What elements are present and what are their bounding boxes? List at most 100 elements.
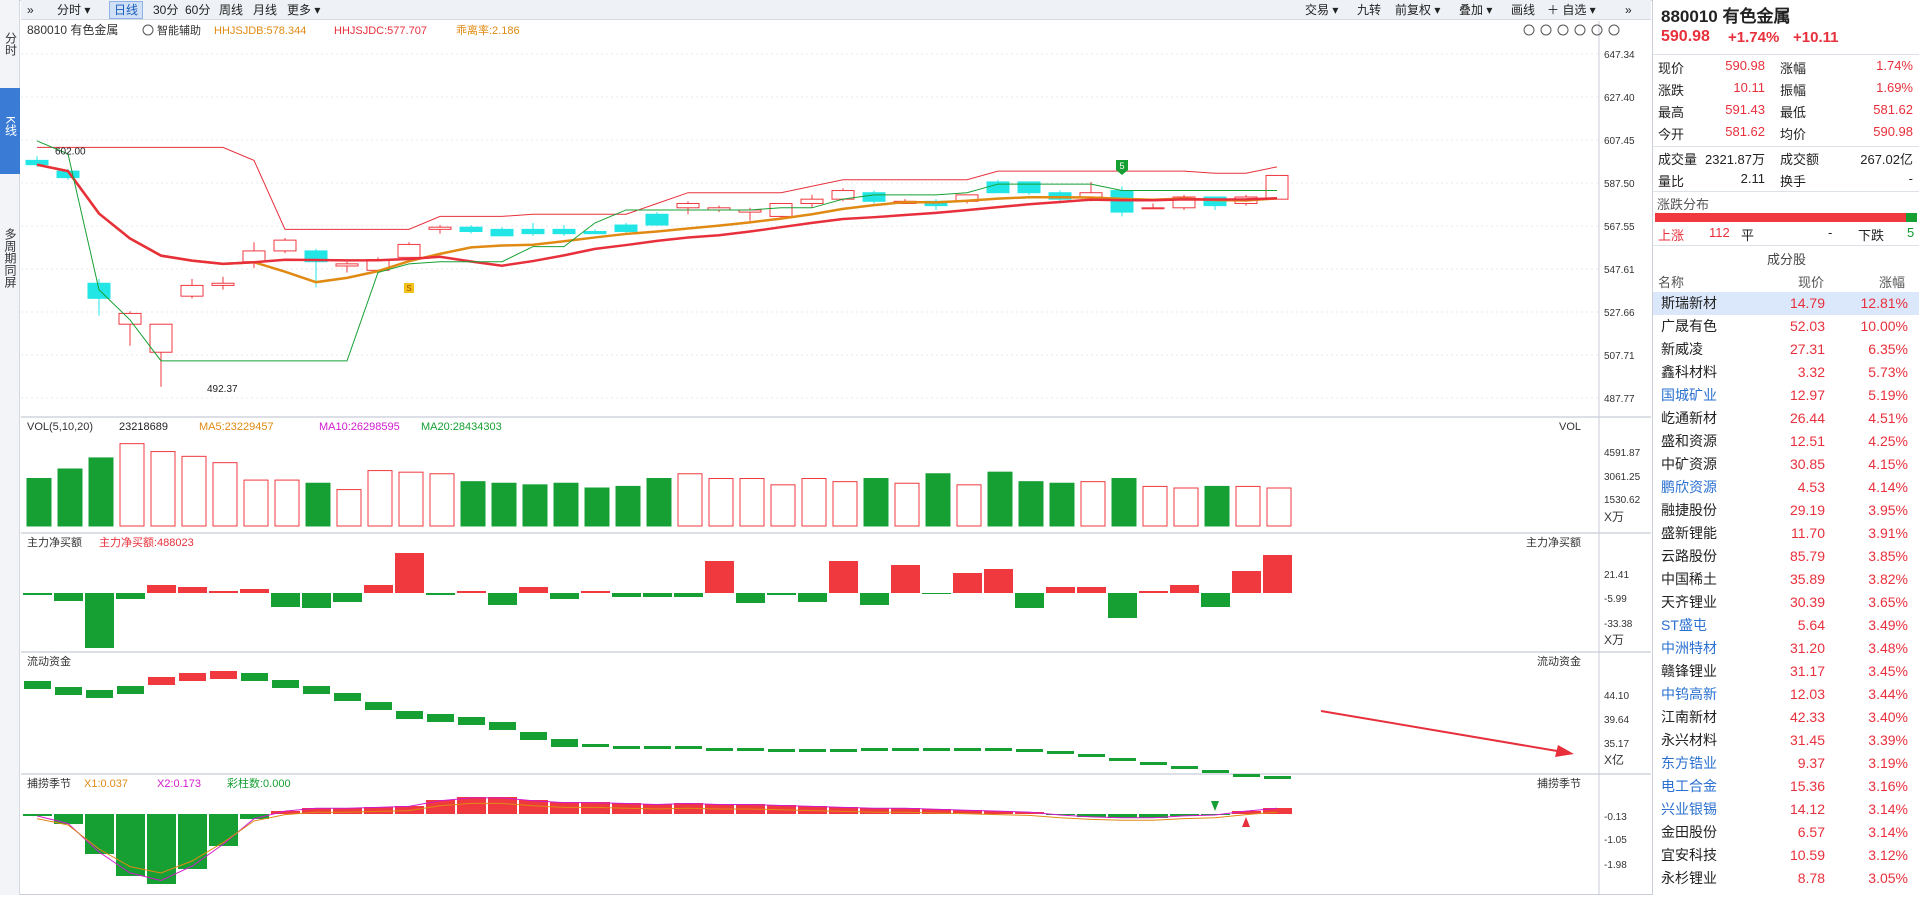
panel-change: +10.11 (1793, 29, 1839, 46)
expand-button[interactable]: » (27, 3, 34, 17)
daily-button[interactable]: 日线 (109, 1, 144, 19)
net-buy-bar (85, 593, 114, 648)
tab-timeshare[interactable]: 分时 (0, 28, 20, 76)
season-x2: X2:0.173 (157, 778, 201, 790)
constituent-row[interactable]: 新威凌 27.31 6.35% (1653, 338, 1919, 361)
constituent-row[interactable]: 云路股份 85.79 3.85% (1653, 545, 1919, 568)
constituent-row[interactable]: 融捷股份 29.19 3.95% (1653, 499, 1919, 522)
constituent-row[interactable]: 东方锆业 9.37 3.19% (1653, 752, 1919, 775)
constituent-row[interactable]: 国城矿业 12.97 5.19% (1653, 384, 1919, 407)
constituent-row[interactable]: 盛和资源 12.51 4.25% (1653, 430, 1919, 453)
weekly-button[interactable]: 周线 (219, 3, 244, 17)
season-bar (1015, 812, 1044, 814)
candle-body (521, 228, 545, 235)
candle-body (180, 284, 204, 297)
candle-body (1265, 174, 1289, 200)
30min-button[interactable]: 30分 (153, 3, 179, 17)
low-price-label: 492.37 (207, 384, 238, 395)
indicator-bias: 乖离率:2.186 (456, 23, 520, 37)
constituent-row[interactable]: 中国稀土 35.89 3.82% (1653, 568, 1919, 591)
constituent-row[interactable]: 电工合金 15.36 3.16% (1653, 775, 1919, 798)
volume-bar (801, 478, 827, 527)
candle-body (397, 243, 421, 258)
stock-pct: 5.73% (1868, 364, 1908, 380)
volume-value: 2321.87万 (1705, 152, 1765, 167)
kline-chart: 647.34 627.40 607.45 587.50 567.55 547.61 527.… (21, 21, 1651, 895)
nine-turn-button[interactable]: 九转 (1357, 3, 1382, 17)
flow-title: 流动资金 (27, 654, 71, 668)
constituent-row[interactable]: ST盛屯 5.64 3.49% (1653, 614, 1919, 637)
60min-button[interactable]: 60分 (185, 3, 211, 17)
constituent-row[interactable]: 宜安科技 10.59 3.12% (1653, 844, 1919, 867)
stock-pct: 4.14% (1868, 479, 1908, 495)
period-menu-button[interactable]: 分时 ▾ (57, 3, 91, 17)
constituent-row[interactable]: 鑫科材料 3.32 5.73% (1653, 361, 1919, 384)
watchlist-button[interactable]: ＋ 自选 ▾ (1547, 3, 1596, 17)
vol-axis-label: 3061.25 (1604, 472, 1641, 483)
volume-bar (274, 479, 300, 527)
draw-line-button[interactable]: 画线 (1511, 3, 1536, 17)
overlay-button[interactable]: 叠加 ▾ (1459, 3, 1493, 17)
adjust-button[interactable]: 前复权 ▾ (1395, 3, 1441, 17)
constituent-row[interactable]: 金田股份 6.57 3.14% (1653, 821, 1919, 844)
volume-bar (181, 455, 207, 527)
ratio-value: 2.11 (1740, 171, 1765, 186)
stock-price: 26.44 (1789, 410, 1825, 426)
constituent-row[interactable]: 屹通新材 26.44 4.51% (1653, 407, 1919, 430)
stock-name: 宜安科技 (1661, 847, 1717, 863)
rise-fall-bar (1655, 213, 1917, 222)
quote-label: 振幅 (1780, 83, 1807, 98)
constituent-row[interactable]: 盛新锂能 11.70 3.91% (1653, 522, 1919, 545)
stock-name: 融捷股份 (1661, 502, 1717, 518)
season-bar (333, 808, 362, 814)
constituent-row[interactable]: 中钨高新 12.03 3.44% (1653, 683, 1919, 706)
stock-name: 盛和资源 (1661, 433, 1717, 449)
flow-bar (396, 711, 423, 719)
constituent-row[interactable]: 赣锋锂业 31.17 3.45% (1653, 660, 1919, 683)
net-buy-bar (674, 593, 703, 597)
constituent-row[interactable]: 中矿资源 30.85 4.15% (1653, 453, 1919, 476)
net-buy-bar (1108, 593, 1137, 618)
tab-multi-period[interactable]: 多周期同屏 (0, 224, 20, 324)
constituent-row[interactable]: 永兴材料 31.45 3.39% (1653, 729, 1919, 752)
stock-name: 屹通新材 (1661, 410, 1717, 426)
constituent-row[interactable]: 斯瑞新材 14.79 12.81% (1653, 292, 1919, 315)
volume-bar (305, 482, 331, 527)
chart-area: 647.34 627.40 607.45 587.50 567.55 547.61 527.… (21, 21, 1651, 895)
season-bar (85, 814, 114, 854)
net-buy-bar (1077, 587, 1106, 593)
constituent-row[interactable]: 天齐锂业 30.39 3.65% (1653, 591, 1919, 614)
stock-price: 11.70 (1791, 525, 1825, 541)
stock-price: 35.89 (1789, 571, 1825, 587)
column-pct: 涨幅 (1878, 275, 1905, 290)
constituent-row[interactable]: 江南新材 42.33 3.40% (1653, 706, 1919, 729)
flow-bar (1047, 751, 1074, 754)
quote-label: 涨跌 (1658, 83, 1685, 98)
net-buy-bar (23, 593, 52, 595)
collapse-button[interactable]: » (1625, 3, 1632, 17)
net-buy-bar (860, 593, 889, 605)
net-buy-bar (240, 589, 269, 593)
flow-bar (365, 702, 392, 710)
constituent-row[interactable]: 中洲特材 31.20 3.48% (1653, 637, 1919, 660)
constituent-row[interactable]: 兴业银锡 14.12 3.14% (1653, 798, 1919, 821)
stock-price: 8.78 (1797, 870, 1825, 886)
season-bar (891, 808, 920, 814)
constituent-row[interactable]: 永杉锂业 8.78 3.05% (1653, 867, 1919, 890)
indicator-hhjsjdc: HHJSJDC:577.707 (334, 25, 427, 37)
constituent-row[interactable]: 鹏欣资源 4.53 4.14% (1653, 476, 1919, 499)
vol-right-title: VOL (1559, 421, 1581, 433)
net-buy-bar (612, 593, 641, 597)
vol-value: 23218689 (119, 421, 168, 433)
trade-button[interactable]: 交易 ▾ (1305, 3, 1339, 17)
volume-bar (1235, 485, 1261, 527)
monthly-button[interactable]: 月线 (253, 3, 278, 17)
constituent-row[interactable]: 广晟有色 52.03 10.00% (1653, 315, 1919, 338)
more-button[interactable]: 更多 ▾ (287, 3, 321, 17)
tab-kline[interactable]: K线 (0, 88, 20, 174)
stock-pct: 3.12% (1868, 847, 1908, 863)
flow-bar (148, 677, 175, 685)
flow-bar (613, 746, 640, 749)
flow-axis-label: 39.64 (1604, 715, 1629, 726)
trend-arrow-head (1555, 745, 1574, 757)
